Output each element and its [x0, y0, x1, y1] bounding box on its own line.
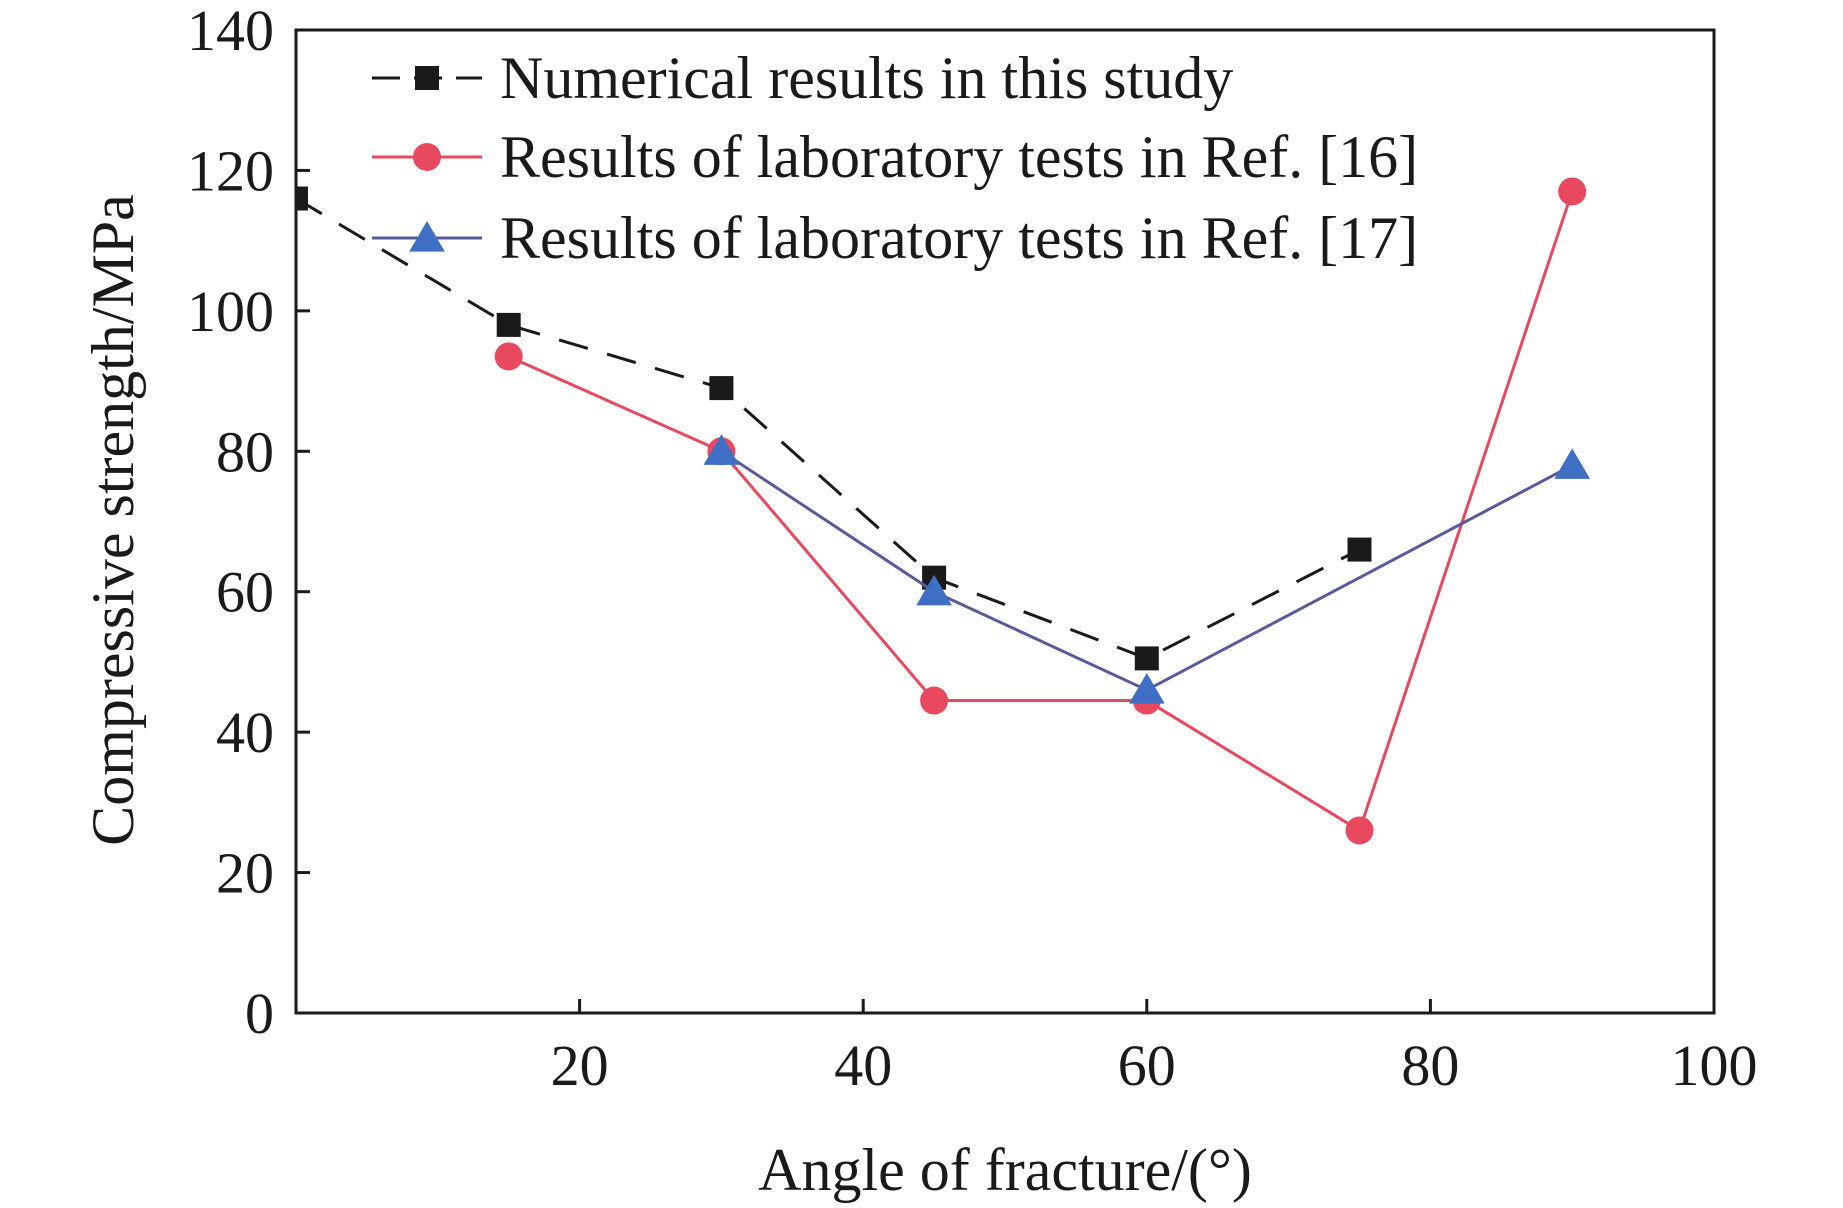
legend-label: Numerical results in this study — [500, 45, 1233, 111]
series-ref17 — [703, 434, 1591, 704]
y-tick-label: 80 — [216, 419, 274, 484]
y-tick-label: 40 — [216, 700, 274, 765]
series-layer — [296, 177, 1591, 845]
x-tick-label: 60 — [1118, 1033, 1176, 1098]
legend-item-ref16: Results of laboratory tests in Ref. [16] — [372, 124, 1418, 190]
legend-label: Results of laboratory tests in Ref. [16] — [500, 124, 1418, 190]
data-point — [296, 186, 308, 211]
legend-item-numerical: Numerical results in this study — [372, 45, 1233, 111]
x-tick-label: 40 — [834, 1033, 892, 1098]
series-numerical — [296, 186, 1372, 671]
y-tick-label: 120 — [187, 138, 274, 203]
axes: 20 40 60 80 100 0 20 40 60 80 100 120 140 — [187, 0, 1758, 1098]
x-axis-title: Angle of fracture/(°) — [758, 1137, 1252, 1203]
legend-marker — [413, 143, 441, 171]
legend-item-ref17: Results of laboratory tests in Ref. [17] — [372, 205, 1418, 271]
data-point — [1128, 673, 1165, 704]
series-line-ref17 — [720, 450, 1573, 692]
data-point — [709, 376, 734, 401]
data-point — [1347, 537, 1372, 562]
series-ref16 — [494, 177, 1587, 845]
legend-marker — [409, 221, 445, 252]
series-line-numerical — [296, 197, 1361, 661]
series-line-ref16 — [508, 191, 1574, 833]
x-tick-label: 20 — [551, 1033, 609, 1098]
data-point — [916, 574, 952, 606]
x-tick-label: 100 — [1671, 1033, 1758, 1098]
y-axis-title: Compressive strength/MPa — [80, 194, 146, 846]
data-point — [1345, 816, 1374, 845]
y-tick-label: 100 — [187, 279, 274, 344]
data-point — [1134, 646, 1159, 671]
plot-frame — [294, 28, 1716, 1015]
legend-label: Results of laboratory tests in Ref. [17] — [500, 205, 1418, 271]
y-tick-label: 60 — [216, 560, 274, 625]
y-tick-label: 20 — [216, 841, 274, 906]
legend: Numerical results in this study Results o… — [372, 45, 1418, 271]
data-point — [1554, 448, 1591, 479]
y-tick-label: 140 — [187, 0, 274, 63]
data-point — [1558, 177, 1587, 206]
data-point — [496, 312, 521, 337]
data-point — [920, 686, 949, 715]
data-point — [494, 342, 523, 371]
legend-marker — [415, 66, 439, 90]
y-tick-label: 0 — [245, 981, 274, 1046]
data-point — [703, 434, 740, 465]
x-tick-label: 80 — [1401, 1033, 1459, 1098]
